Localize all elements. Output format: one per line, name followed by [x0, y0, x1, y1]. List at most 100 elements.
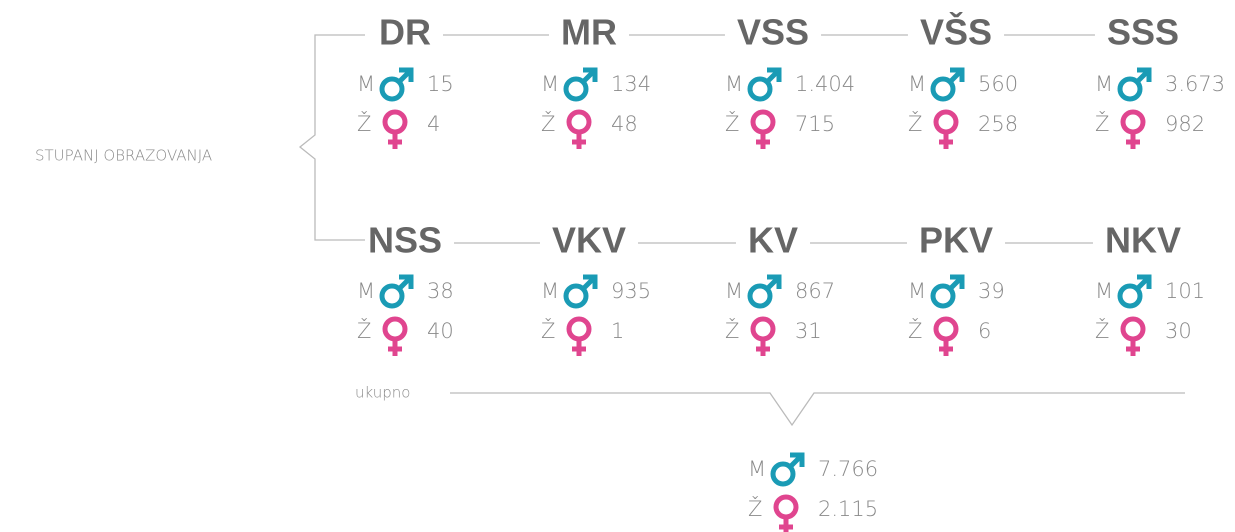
- level-name: VSS: [737, 12, 809, 53]
- female-icon: [933, 316, 959, 356]
- level-name: NKV: [1105, 220, 1181, 261]
- male-count: 7.766: [818, 457, 878, 481]
- female-label: Ž: [1095, 111, 1109, 136]
- male-icon: [1117, 274, 1152, 309]
- female-circle: [1120, 316, 1146, 342]
- male-icon: [747, 274, 782, 309]
- female-count: 258: [978, 112, 1018, 136]
- male-count: 1.404: [795, 72, 855, 96]
- female-count: 1: [611, 319, 624, 343]
- female-count: 31: [795, 319, 822, 343]
- male-circle: [379, 283, 405, 309]
- female-circle: [1120, 109, 1146, 135]
- female-cross: [939, 339, 953, 356]
- bracket: [298, 34, 365, 241]
- female-label: Ž: [357, 318, 371, 343]
- level-name: MR: [561, 12, 617, 53]
- male-circle: [1117, 76, 1143, 102]
- male-circle: [747, 76, 773, 102]
- female-icon: [1120, 109, 1146, 149]
- female-count: 48: [611, 112, 638, 136]
- female-cross: [388, 339, 402, 356]
- female-icon: [382, 109, 408, 149]
- female-cross: [1126, 132, 1140, 149]
- male-circle: [930, 283, 956, 309]
- level-name: VKV: [552, 220, 626, 261]
- male-label: M: [541, 72, 559, 96]
- female-icon: [750, 109, 776, 149]
- female-cross: [939, 132, 953, 149]
- male-label: M: [541, 279, 559, 303]
- female-cross: [572, 132, 586, 149]
- female-label: Ž: [541, 111, 555, 136]
- female-count: 982: [1165, 112, 1205, 136]
- male-count: 39: [978, 279, 1005, 303]
- total-line: [450, 392, 1185, 427]
- male-label: M: [357, 72, 375, 96]
- male-count: 935: [611, 279, 651, 303]
- male-circle: [379, 76, 405, 102]
- female-icon: [566, 109, 592, 149]
- male-icon: [747, 67, 782, 102]
- female-icon: [382, 316, 408, 356]
- male-label: M: [725, 279, 743, 303]
- male-circle: [1117, 283, 1143, 309]
- male-icon: [930, 67, 965, 102]
- male-circle: [747, 283, 773, 309]
- male-circle: [563, 76, 589, 102]
- male-arrow: [765, 274, 782, 291]
- female-icon: [566, 316, 592, 356]
- female-label: Ž: [748, 496, 762, 521]
- level-name: NSS: [368, 220, 442, 261]
- male-count: 38: [427, 279, 454, 303]
- female-label: Ž: [357, 111, 371, 136]
- female-circle: [933, 109, 959, 135]
- male-icon: [930, 274, 965, 309]
- female-label: Ž: [725, 111, 739, 136]
- female-count: 4: [427, 112, 440, 136]
- male-count: 15: [427, 72, 454, 96]
- male-circle: [563, 283, 589, 309]
- female-count: 30: [1165, 319, 1192, 343]
- male-count: 134: [611, 72, 651, 96]
- female-cross: [756, 132, 770, 149]
- female-label: Ž: [1095, 318, 1109, 343]
- male-arrow: [948, 67, 965, 84]
- female-circle: [773, 494, 799, 520]
- female-cross: [1126, 339, 1140, 356]
- male-circle: [930, 76, 956, 102]
- section-label: STUPANJ OBRAZOVANJA: [35, 147, 212, 165]
- level-name: SSS: [1107, 12, 1179, 53]
- female-cross: [572, 339, 586, 356]
- male-arrow: [1135, 67, 1152, 84]
- female-circle: [566, 109, 592, 135]
- female-circle: [382, 109, 408, 135]
- total-label: ukupno: [355, 384, 410, 402]
- female-label: Ž: [908, 111, 922, 136]
- level-name: VŠS: [920, 11, 992, 53]
- male-label: M: [748, 457, 766, 481]
- female-label: Ž: [908, 318, 922, 343]
- male-label: M: [908, 72, 926, 96]
- male-arrow: [788, 452, 805, 469]
- female-icon: [773, 494, 799, 532]
- male-count: 560: [978, 72, 1018, 96]
- female-count: 40: [427, 319, 454, 343]
- male-icon: [563, 274, 598, 309]
- female-cross: [779, 517, 793, 532]
- male-icon: [379, 67, 414, 102]
- female-circle: [933, 316, 959, 342]
- female-cross: [756, 339, 770, 356]
- male-circle: [770, 461, 796, 487]
- female-icon: [750, 316, 776, 356]
- male-icon: [1117, 67, 1152, 102]
- male-arrow: [581, 274, 598, 291]
- male-arrow: [765, 67, 782, 84]
- male-icon: [770, 452, 805, 487]
- female-icon: [1120, 316, 1146, 356]
- level-name: DR: [379, 12, 431, 53]
- male-icon: [563, 67, 598, 102]
- female-count: 6: [978, 319, 991, 343]
- female-label: Ž: [541, 318, 555, 343]
